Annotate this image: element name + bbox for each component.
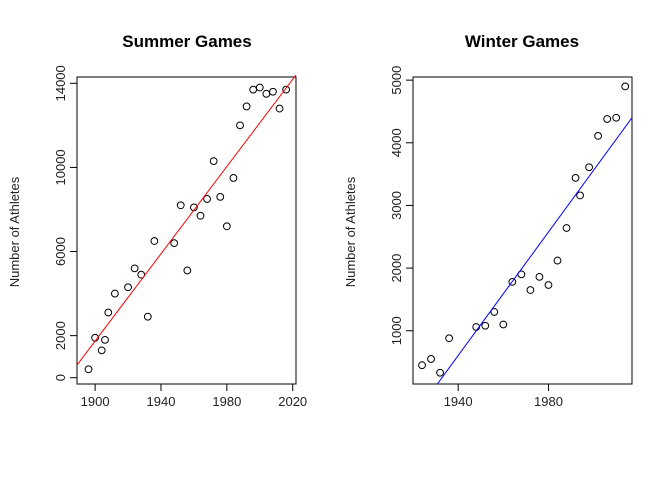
x-tick-label: 1940: [444, 394, 473, 409]
y-tick-label: 5000: [389, 66, 404, 95]
data-point: [222, 222, 231, 231]
data-point: [508, 277, 517, 286]
data-point: [481, 321, 490, 330]
data-point: [229, 174, 238, 182]
plot-area: [76, 76, 297, 385]
data-point: [594, 131, 603, 140]
data-point: [124, 283, 132, 292]
chart-title: Summer Games: [122, 32, 251, 51]
data-point: [84, 365, 93, 374]
winter-games-panel: Winter Games Number of Athletes 1940 1980…: [343, 32, 633, 409]
data-point: [262, 89, 271, 98]
data-point: [562, 224, 571, 232]
data-point: [209, 157, 218, 166]
data-point: [216, 192, 225, 201]
trend-line: [76, 74, 297, 366]
x-tick-label: 1940: [147, 394, 176, 409]
x-axis: 1940 1980: [444, 383, 563, 409]
y-tick-label: 10000: [53, 149, 68, 185]
y-tick-label: 2000: [53, 321, 68, 350]
data-point: [170, 239, 179, 248]
x-axis: 1900 1940 1980 2020: [81, 383, 307, 409]
data-point: [255, 83, 264, 92]
data-point: [176, 201, 185, 210]
chart-title: Winter Games: [465, 32, 579, 51]
data-point: [130, 264, 139, 273]
data-point: [544, 281, 553, 289]
x-tick-label: 1980: [534, 394, 563, 409]
y-axis: 1000 2000 3000 4000 5000: [389, 66, 414, 345]
data-point: [97, 346, 106, 355]
data-point: [621, 82, 630, 91]
y-tick-label: 4000: [389, 128, 404, 157]
data-point: [183, 266, 192, 275]
data-point: [275, 104, 284, 113]
y-tick-label: 6000: [53, 237, 68, 266]
y-tick-label: 14000: [53, 65, 68, 101]
y-tick-label: 3000: [389, 191, 404, 220]
data-point: [101, 335, 109, 344]
data-points: [418, 82, 630, 377]
data-point: [236, 121, 244, 130]
data-point: [612, 113, 621, 122]
y-tick-label: 0: [53, 374, 68, 381]
data-point: [203, 195, 211, 203]
data-point: [427, 355, 435, 363]
x-tick-label: 2020: [278, 394, 307, 409]
data-point: [526, 286, 535, 294]
data-point: [585, 163, 594, 172]
data-point: [249, 85, 258, 94]
data-point: [603, 115, 612, 123]
y-tick-label: 2000: [389, 254, 404, 283]
data-point: [196, 211, 205, 220]
data-point: [535, 272, 544, 281]
data-point: [104, 308, 113, 317]
data-point: [269, 87, 277, 96]
y-tick-label: 1000: [389, 316, 404, 345]
data-point: [242, 102, 251, 111]
data-point: [282, 85, 291, 94]
data-point: [445, 334, 454, 343]
y-axis: 0 2000 6000 10000 14000: [53, 65, 78, 381]
data-point: [490, 308, 499, 316]
data-point: [418, 361, 426, 370]
y-axis-label: Number of Athletes: [343, 176, 358, 287]
data-point: [143, 312, 152, 321]
data-point: [499, 320, 508, 329]
data-point: [571, 173, 580, 182]
x-tick-label: 1900: [81, 394, 110, 409]
data-point: [576, 191, 584, 200]
trend-line: [436, 117, 633, 385]
data-point: [553, 256, 562, 265]
data-point: [436, 368, 444, 377]
data-points: [84, 83, 291, 374]
data-point: [150, 237, 159, 245]
data-point: [110, 289, 119, 298]
y-axis-label: Number of Athletes: [7, 176, 22, 287]
x-tick-label: 1980: [212, 394, 241, 409]
summer-games-panel: Summer Games Number of Athletes 1900 1940…: [7, 32, 307, 409]
